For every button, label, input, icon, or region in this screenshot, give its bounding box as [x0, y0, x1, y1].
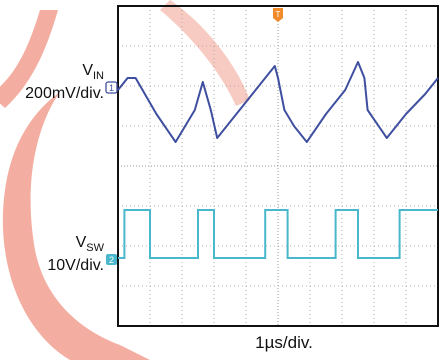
x-axis-label: 1µs/div.	[255, 333, 313, 352]
channel-1-marker-icon: 1	[105, 81, 118, 94]
vsw-scale-label: 10V/div.	[47, 257, 104, 274]
trigger-marker-icon: T	[273, 8, 283, 22]
vin-scale-label: 200mV/div.	[25, 85, 104, 102]
vsw-label-sub: SW	[86, 242, 104, 254]
vsw-label: VSW	[76, 234, 104, 257]
vin-label-sub: IN	[93, 70, 104, 82]
vin-label-main: V	[82, 62, 93, 79]
ch1-marker-label: 1	[109, 83, 114, 93]
channel-2-marker-icon: 2	[106, 254, 117, 265]
trigger-marker-label: T	[276, 10, 281, 19]
vsw-label-main: V	[75, 234, 87, 251]
scope-grid	[118, 6, 438, 326]
ch2-marker-label: 2	[109, 255, 114, 265]
scope-frame	[117, 5, 439, 327]
vin-label: VIN	[82, 62, 104, 85]
vsw-trace	[118, 209, 438, 259]
vin-trace	[117, 61, 439, 143]
